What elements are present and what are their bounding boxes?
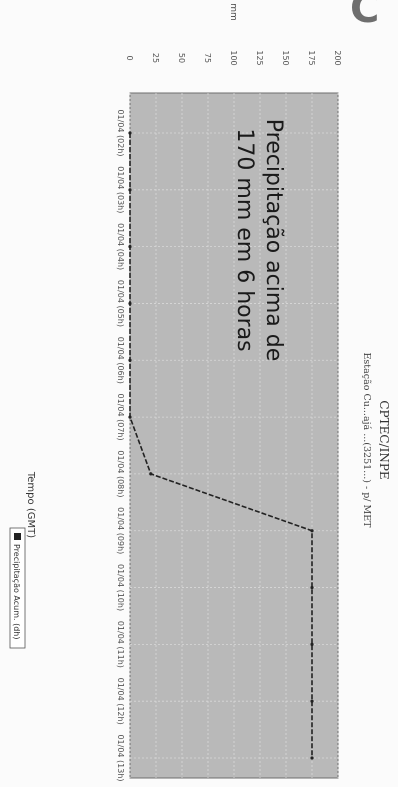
data-point-8 <box>310 585 314 590</box>
data-point-5 <box>128 415 132 419</box>
category-tick-label-8: 01/04 (10h) <box>116 564 125 611</box>
category-tick-label-6: 01/04 (08h) <box>116 450 125 497</box>
value-tick-label-8: 200 <box>333 50 342 65</box>
category-tick-label-7: 01/04 (09h) <box>116 507 125 554</box>
annotation-line-2: 170 mm em 6 horas <box>232 128 257 351</box>
data-point-10 <box>310 699 314 703</box>
annotation-line-1: Precipitação acima de <box>261 119 286 362</box>
category-tick-label-9: 01/04 (11h) <box>116 621 125 668</box>
value-tick-label-5: 125 <box>255 50 264 65</box>
value-tick-label-3: 75 <box>203 53 212 63</box>
value-tick-label-1: 25 <box>151 53 160 63</box>
category-axis-label: Tempo (GMT) <box>25 471 36 538</box>
data-point-3 <box>128 301 132 306</box>
category-tick-label-3: 01/04 (05h) <box>116 280 125 327</box>
legend-label: Precipitação Acum. (dh) <box>12 544 21 640</box>
category-tick-label-0: 01/04 (02h) <box>116 109 125 156</box>
value-tick-label-7: 175 <box>307 50 316 65</box>
value-axis-label: mm <box>228 3 238 21</box>
legend-swatch <box>14 533 21 540</box>
value-tick-label-4: 100 <box>229 50 238 65</box>
plot-area <box>129 92 339 779</box>
value-tick-label-6: 150 <box>281 50 290 65</box>
data-point-0 <box>128 131 132 135</box>
data-point-4 <box>128 358 132 362</box>
value-tick-label-0: 0 <box>125 55 134 60</box>
data-point-2 <box>128 245 132 249</box>
rotated-text-layer: CPTEC/INPE Estação Cu...ajá ...(3251...) … <box>9 3 391 782</box>
chart-title: CPTEC/INPE <box>377 400 391 479</box>
category-tick-label-11: 01/04 (13h) <box>116 734 125 781</box>
category-tick-label-5: 01/04 (07h) <box>116 394 125 441</box>
legend-box <box>9 527 26 649</box>
data-point-9 <box>310 642 314 646</box>
category-tick-label-10: 01/04 (12h) <box>116 678 125 725</box>
series-line <box>129 133 313 758</box>
data-point-6 <box>149 472 153 476</box>
data-point-7 <box>310 529 314 533</box>
category-tick-label-4: 01/04 (06h) <box>116 337 125 384</box>
value-tick-label-2: 50 <box>177 53 186 63</box>
data-point-1 <box>128 188 132 192</box>
category-tick-label-1: 01/04 (03h) <box>116 166 125 213</box>
corner-glyph: C <box>350 0 379 32</box>
data-point-11 <box>310 756 314 760</box>
category-tick-label-2: 01/04 (04h) <box>116 223 125 270</box>
plot-layer: C <box>128 0 379 779</box>
chart-subtitle: Estação Cu...ajá ...(3251...) - p/ MET <box>361 352 372 528</box>
